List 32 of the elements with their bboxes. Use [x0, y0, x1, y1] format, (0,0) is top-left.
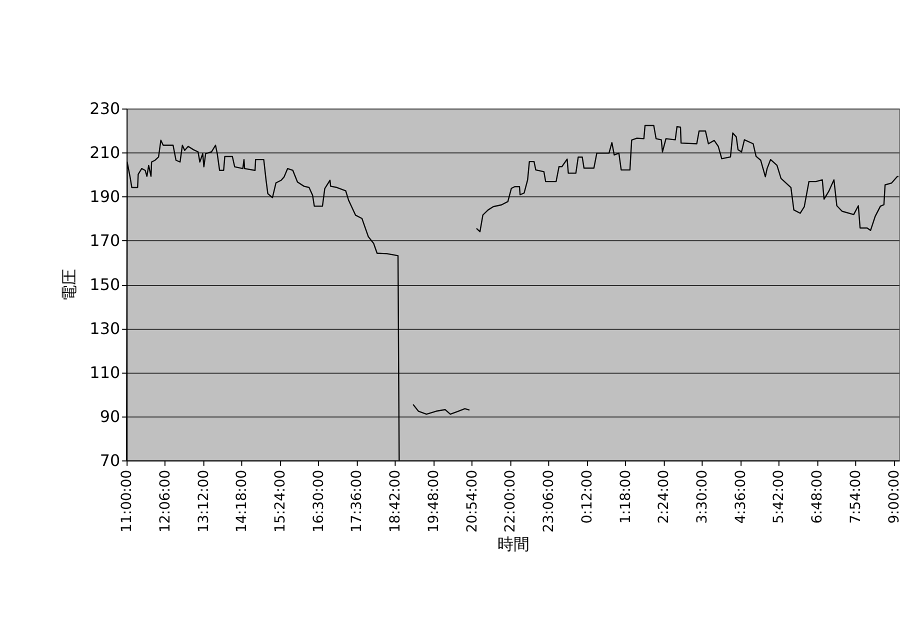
x-tick-label: 0:12:00 — [579, 470, 596, 524]
y-tick-label: 110 — [90, 362, 120, 382]
x-tick-label: 4:36:00 — [732, 470, 749, 524]
x-tick-label: 19:48:00 — [426, 470, 442, 532]
y-tick-label: 210 — [90, 143, 120, 162]
y-tick-label: 90 — [100, 406, 120, 426]
x-axis-title: 時間 — [497, 534, 530, 554]
x-tick-label: 6:48:00 — [810, 470, 826, 524]
y-tick-label: 190 — [90, 187, 120, 206]
x-tick-label: 16:30:00 — [310, 470, 327, 532]
x-tick-label: 22:00:00 — [502, 470, 519, 532]
x-tick-label: 15:24:00 — [272, 470, 289, 532]
x-tick-label: 11:00:00 — [119, 470, 136, 532]
x-tick-label: 18:42:00 — [388, 470, 404, 532]
y-tick-label: 230 — [90, 99, 120, 118]
y-tick-label: 150 — [90, 274, 120, 294]
x-tick-label: 12:06:00 — [157, 470, 174, 532]
x-tick-label: 7:54:00 — [848, 470, 864, 524]
x-tick-label: 17:36:00 — [349, 470, 366, 532]
x-tick-label: 23:06:00 — [541, 470, 558, 532]
x-tick-label: 1:18:00 — [618, 470, 634, 524]
y-axis-title: 電圧 — [60, 268, 79, 301]
y-tick-label: 70 — [100, 450, 120, 470]
y-tick-label: 170 — [90, 230, 120, 250]
x-tick-label: 13:12:00 — [196, 470, 212, 532]
x-tick-label: 5:42:00 — [771, 470, 788, 524]
x-tick-label: 20:54:00 — [464, 470, 480, 532]
x-tick-label: 2:24:00 — [656, 470, 672, 524]
x-tick-label: 14:18:00 — [234, 470, 250, 532]
y-tick-label: 130 — [90, 318, 120, 338]
x-tick-label: 3:30:00 — [694, 470, 710, 524]
x-tick-label: 9:00:00 — [886, 470, 902, 524]
